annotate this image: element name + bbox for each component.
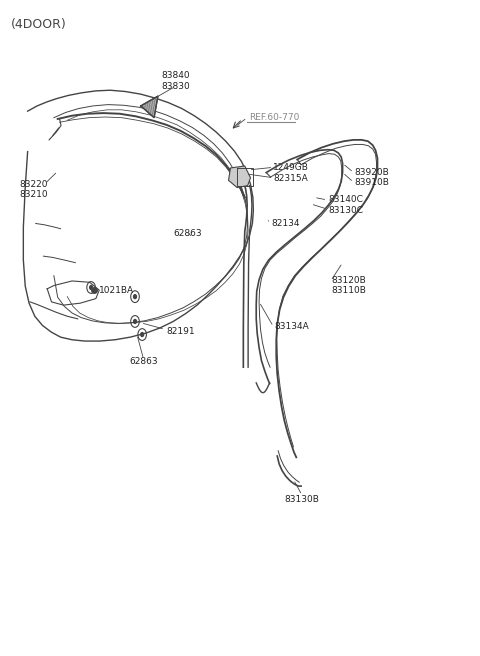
- Circle shape: [133, 295, 136, 298]
- Text: 62863: 62863: [173, 229, 202, 237]
- Text: 83920B
83910B: 83920B 83910B: [355, 168, 389, 188]
- Text: 1021BA: 1021BA: [99, 285, 134, 295]
- Text: 62863: 62863: [129, 358, 158, 367]
- Text: 83134A: 83134A: [275, 322, 309, 331]
- Circle shape: [133, 319, 136, 323]
- Text: REF.60-770: REF.60-770: [250, 113, 300, 122]
- Circle shape: [90, 285, 93, 289]
- Text: 83220
83210: 83220 83210: [20, 180, 48, 199]
- Polygon shape: [228, 166, 251, 188]
- Text: 83840
83830: 83840 83830: [161, 72, 190, 91]
- Text: (4DOOR): (4DOOR): [11, 18, 67, 31]
- Text: 82191: 82191: [166, 327, 195, 336]
- Text: 1249GB
82315A: 1249GB 82315A: [274, 163, 309, 183]
- Text: 83130B: 83130B: [285, 495, 320, 504]
- Polygon shape: [141, 96, 158, 117]
- Text: 83140C
83130C: 83140C 83130C: [328, 195, 363, 215]
- Text: 83120B
83110B: 83120B 83110B: [332, 276, 367, 295]
- Circle shape: [141, 333, 144, 337]
- Text: 82134: 82134: [271, 219, 300, 228]
